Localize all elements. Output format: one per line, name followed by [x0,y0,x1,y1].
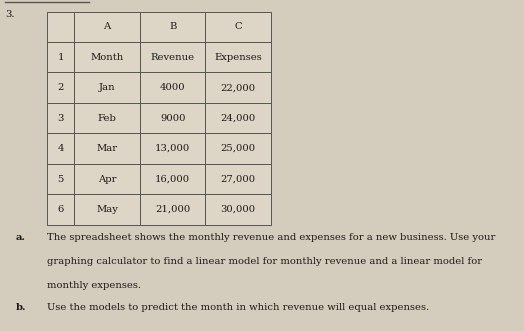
Bar [74,72,140,103]
Bar [140,133,205,164]
Text: 13,000: 13,000 [155,144,190,153]
Text: 24,000: 24,000 [221,114,256,123]
Text: Mar: Mar [96,144,118,153]
Bar [47,194,74,225]
Bar [205,164,271,194]
Bar [47,12,74,42]
Text: C: C [234,22,242,31]
Bar [140,42,205,72]
Bar [140,194,205,225]
Text: 3.: 3. [5,10,15,19]
Text: b.: b. [16,303,26,312]
Bar [74,12,140,42]
Bar [205,12,271,42]
Text: Revenue: Revenue [150,53,195,62]
Text: 21,000: 21,000 [155,205,190,214]
Text: 5: 5 [58,174,64,184]
Bar [74,133,140,164]
Bar [205,194,271,225]
Bar [205,133,271,164]
Bar [205,42,271,72]
Bar [205,103,271,133]
Text: 1: 1 [58,53,64,62]
Text: May: May [96,205,118,214]
Bar [47,164,74,194]
Text: 22,000: 22,000 [221,83,256,92]
Bar [140,12,205,42]
Text: graphing calculator to find a linear model for monthly revenue and a linear mode: graphing calculator to find a linear mod… [47,257,482,266]
Text: Expenses: Expenses [214,53,262,62]
Bar [47,133,74,164]
Text: Apr: Apr [98,174,116,184]
Text: 16,000: 16,000 [155,174,190,184]
Bar [140,103,205,133]
Text: 30,000: 30,000 [221,205,256,214]
Text: 4000: 4000 [160,83,185,92]
Text: Month: Month [91,53,124,62]
Text: 27,000: 27,000 [221,174,256,184]
Text: a.: a. [16,233,26,242]
Text: 9000: 9000 [160,114,185,123]
Bar [74,194,140,225]
Text: 4: 4 [58,144,64,153]
Text: monthly expenses.: monthly expenses. [47,281,141,290]
Bar [47,72,74,103]
Text: 2: 2 [58,83,64,92]
Bar [74,164,140,194]
Text: 6: 6 [58,205,64,214]
Text: 25,000: 25,000 [221,144,256,153]
Text: Use the models to predict the month in which revenue will equal expenses.: Use the models to predict the month in w… [47,303,429,312]
Bar [140,72,205,103]
Text: B: B [169,22,177,31]
Bar [205,72,271,103]
Bar [140,164,205,194]
Text: The spreadsheet shows the monthly revenue and expenses for a new business. Use y: The spreadsheet shows the monthly revenu… [47,233,496,242]
Text: Feb: Feb [97,114,117,123]
Bar [47,42,74,72]
Text: A: A [104,22,111,31]
Text: 3: 3 [58,114,64,123]
Bar [47,103,74,133]
Bar [74,103,140,133]
Bar [74,42,140,72]
Text: Jan: Jan [99,83,115,92]
